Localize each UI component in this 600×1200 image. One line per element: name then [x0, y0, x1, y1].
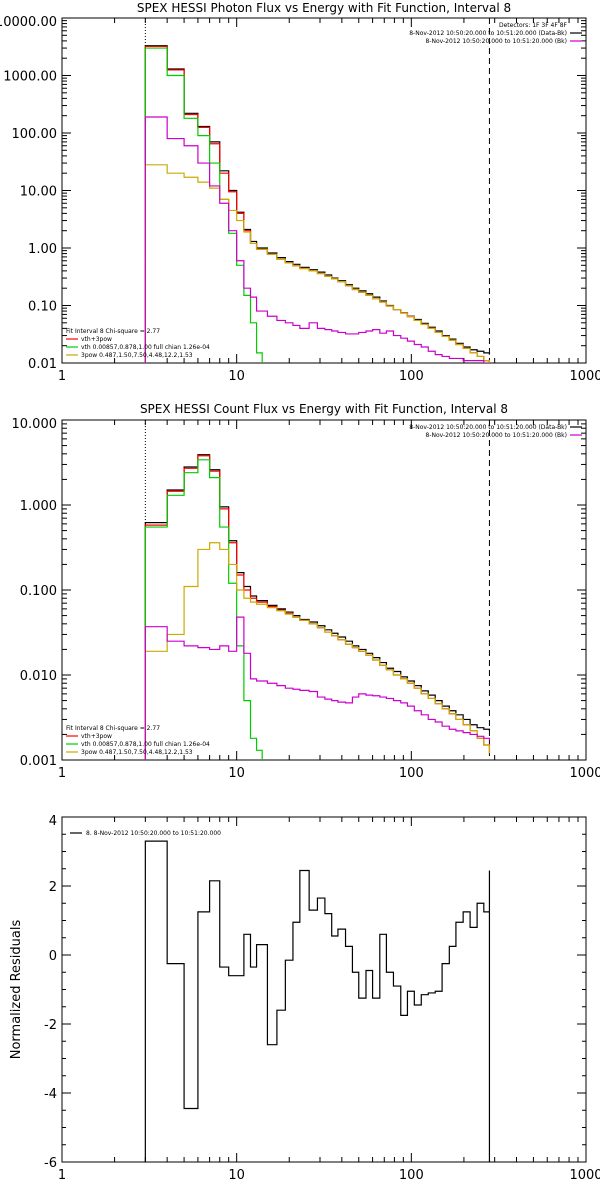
y-tick-label: 0 [49, 949, 57, 964]
series-line [144, 164, 491, 363]
y-tick-label: -6 [44, 1156, 57, 1171]
legend-label: Detectors: 1F 3F 4F 8F [499, 22, 568, 29]
y-tick-label: 0.100 [20, 584, 57, 599]
x-tick-label: 100 [399, 766, 424, 781]
x-tick-label: 1000 [569, 1168, 600, 1183]
legend-label: vth 0.00857,0.878,1.00 full chian 1.26e-… [81, 741, 210, 748]
legend-label: 8-Nov-2012 10:50:20.000 to 10:51:20.000 … [425, 432, 567, 439]
legend-label: 3pow 0.487,1.50,7.50,4.48,12.2,1.53 [81, 749, 193, 756]
y-tick-label: 10000.00 [0, 15, 57, 30]
series-line [144, 542, 491, 760]
legend-label: 8-Nov-2012 10:50:20.000 to 10:51:20.000 … [425, 38, 567, 45]
series-group [144, 45, 491, 363]
x-tick-label: 1 [58, 369, 66, 384]
y-axis-label: Normalized Residuals [9, 920, 24, 1060]
y-tick-label: 1.00 [28, 242, 57, 257]
legend-label: 8. 8-Nov-2012 10:50:20.000 to 10:51:20.0… [86, 830, 221, 837]
y-tick-label: -2 [44, 1018, 57, 1033]
y-tick-label: 1.000 [20, 499, 57, 514]
y-tick-label: 1000.00 [3, 70, 57, 85]
legend-label: 8-Nov-2012 10:50:20.000 to 10:51:20.000 … [409, 424, 567, 431]
x-tick-label: 1 [58, 1168, 66, 1183]
plot-frame [61, 17, 587, 364]
series-line [144, 454, 491, 760]
plot-frame [61, 816, 587, 1163]
y-tick-label: 4 [49, 814, 57, 829]
x-tick-label: 1 [58, 766, 66, 781]
y-tick-label: -4 [44, 1087, 57, 1102]
y-tick-label: 10.00 [20, 185, 57, 200]
series-line [144, 840, 491, 1162]
legend-label: Fit Interval 8 Chi-square = 2.77 [66, 328, 160, 335]
legend-label: 8-Nov-2012 10:50:20.000 to 10:51:20.000 … [409, 30, 567, 37]
plot-2: SPEX HESSI Count Flux vs Energy with Fit… [12, 402, 600, 781]
y-tick-label: 0.10 [28, 300, 57, 315]
y-tick-label: 2 [49, 880, 57, 895]
series-line [144, 616, 491, 760]
legend-label: 3pow 0.487,1.50,7.50,4.48,12.2,1.53 [81, 352, 193, 359]
y-tick-label: 0.001 [20, 754, 57, 769]
series-line [144, 116, 490, 363]
x-tick-label: 100 [399, 1168, 424, 1183]
y-tick-label: 0.01 [28, 357, 57, 372]
series-line [144, 45, 491, 363]
series-line [144, 45, 491, 363]
series-group [144, 840, 491, 1162]
chart-title: SPEX HESSI Count Flux vs Energy with Fit… [140, 402, 508, 416]
y-tick-label: 100.00 [12, 127, 58, 142]
series-group [144, 454, 491, 760]
series-line [144, 455, 491, 760]
legend-label: vth+3pow [81, 336, 112, 343]
x-tick-label: 10 [228, 766, 245, 781]
plot-1: SPEX HESSI Photon Flux vs Energy with Fi… [0, 1, 600, 384]
chart-title: SPEX HESSI Photon Flux vs Energy with Fi… [137, 1, 511, 15]
y-tick-label: 10.000 [12, 417, 58, 432]
x-tick-label: 100 [399, 369, 424, 384]
y-tick-label: 0.010 [20, 669, 57, 684]
x-tick-label: 10 [228, 369, 245, 384]
series-line [144, 47, 263, 363]
x-tick-label: 10 [228, 1168, 245, 1183]
legend-label: vth 0.00857,0.878,1.00 full chian 1.26e-… [81, 344, 210, 351]
legend-label: Fit Interval 8 Chi-square = 2.77 [66, 725, 160, 732]
plot-3: Normalized Residuals 1 10 100 1000 -6 -4 -2 0 2 4 8… [9, 814, 600, 1183]
series-line [144, 459, 263, 760]
legend-label: vth+3pow [81, 733, 112, 740]
x-tick-label: 1000 [569, 766, 600, 781]
x-tick-label: 1000 [569, 369, 600, 384]
plot-frame [61, 419, 587, 761]
